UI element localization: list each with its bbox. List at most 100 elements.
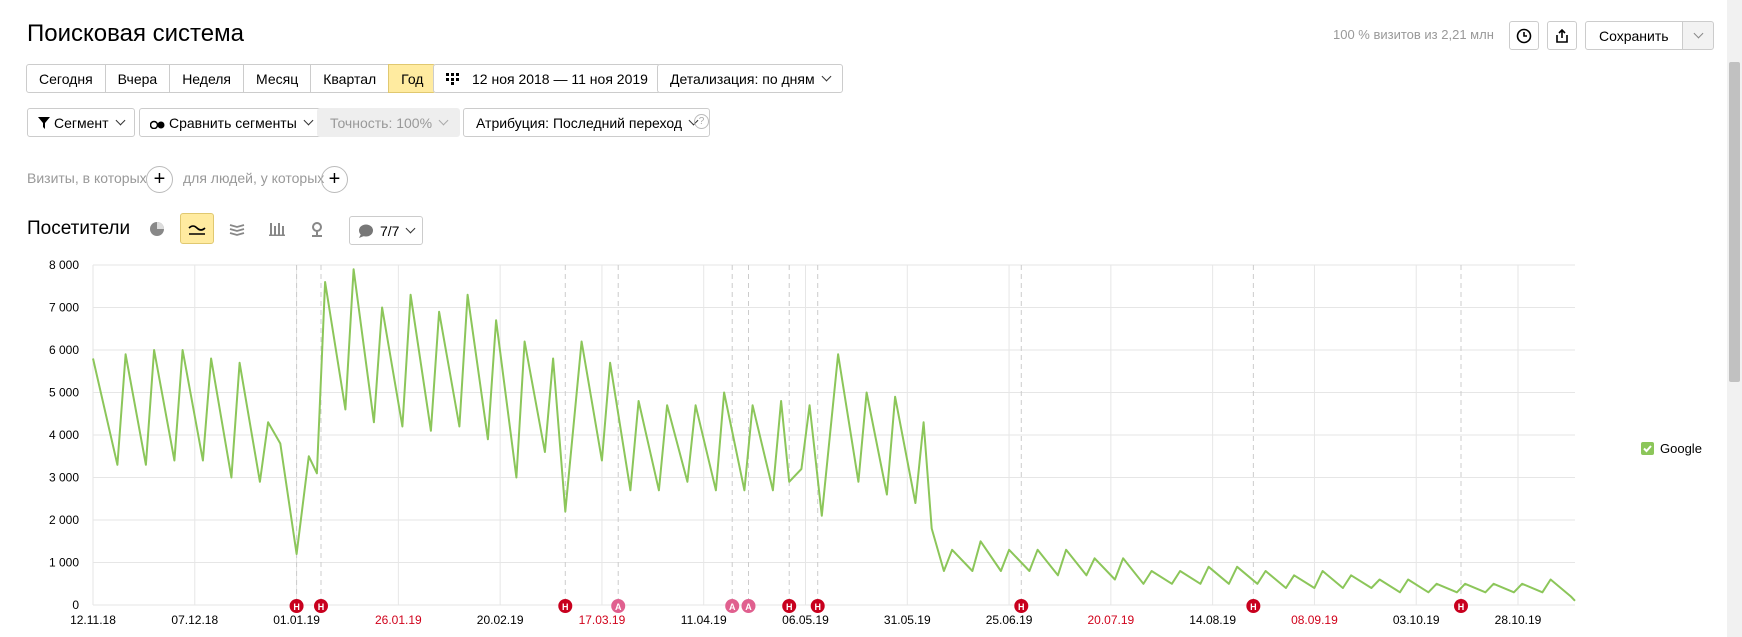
annotation-marker — [1454, 599, 1468, 613]
annotation-marker — [558, 599, 573, 613]
annotation-marker — [1014, 599, 1029, 613]
y-tick-label: 4 000 — [49, 428, 79, 442]
period-button[interactable]: Вчера — [104, 64, 171, 93]
legend: Google — [1641, 441, 1702, 456]
calendar-icon — [446, 72, 459, 85]
comment-icon — [359, 224, 373, 238]
date-range[interactable]: 12 ноя 2018 — 11 ноя 2019 — [433, 64, 661, 93]
add-people-condition[interactable]: + — [321, 166, 348, 193]
legend-label: Google — [1660, 441, 1702, 456]
add-visit-condition[interactable]: + — [146, 166, 173, 193]
attribution-button[interactable]: Атрибуция: Последний переход — [463, 108, 711, 137]
annotation-label: Н — [293, 602, 300, 612]
area-type[interactable] — [220, 213, 254, 244]
period-button[interactable]: Квартал — [310, 64, 390, 93]
period-button[interactable]: Сегодня — [26, 64, 106, 93]
bar-icon — [269, 222, 285, 236]
bar-type[interactable] — [260, 213, 294, 244]
series-line — [92, 268, 1576, 602]
annotation-label: А — [745, 602, 752, 612]
x-tick-label: 08.09.19 — [1291, 613, 1338, 627]
compare-icon — [150, 120, 165, 129]
x-tick-label: 01.01.19 — [273, 613, 320, 627]
x-tick-label: 12.11.18 — [70, 613, 116, 627]
x-tick-label: 03.10.19 — [1393, 613, 1440, 627]
y-tick-label: 0 — [72, 598, 79, 612]
compare-text: Сравнить сегменты — [169, 114, 297, 131]
x-tick-label: 25.06.19 — [986, 613, 1033, 627]
annotation-label: А — [729, 602, 736, 612]
x-tick-label: 20.02.19 — [477, 613, 524, 627]
notes-button[interactable]: 7/7 — [349, 216, 424, 245]
help-icon[interactable]: ? — [694, 114, 709, 129]
annotation-label: Н — [1018, 602, 1025, 612]
x-tick-label: 11.04.19 — [681, 613, 727, 627]
area-icon — [229, 223, 245, 236]
annotation-label: Н — [1458, 602, 1465, 612]
y-tick-label: 1 000 — [49, 556, 79, 570]
history-button[interactable] — [1509, 21, 1539, 50]
segment-button[interactable]: Сегмент — [27, 108, 135, 137]
filter-icon — [38, 116, 50, 129]
date-range-text: 12 ноя 2018 — 11 ноя 2019 — [472, 70, 648, 87]
save-menu[interactable] — [1681, 21, 1714, 50]
clock-icon — [1516, 28, 1532, 43]
y-tick-label: 3 000 — [49, 471, 79, 485]
x-tick-label: 26.01.19 — [375, 613, 422, 627]
y-tick-label: 8 000 — [49, 258, 79, 272]
x-tick-label: 06.05.19 — [782, 613, 829, 627]
annotation-label: Н — [814, 602, 821, 612]
period-buttons: Сегодня Вчера Неделя Месяц Квартал Год — [26, 64, 437, 93]
annotation-marker — [725, 599, 740, 613]
y-tick-label: 6 000 — [49, 343, 79, 357]
period-button[interactable]: Неделя — [169, 64, 245, 93]
check-icon — [1643, 445, 1652, 453]
annotation-marker — [1246, 599, 1261, 613]
map-type[interactable] — [300, 213, 334, 244]
compare-button[interactable]: Сравнить сегменты — [139, 108, 323, 137]
scrollbar[interactable] — [1727, 0, 1742, 637]
y-tick-label: 7 000 — [49, 301, 79, 315]
attribution-text: Атрибуция: Последний переход — [476, 114, 683, 131]
pie-icon — [150, 221, 164, 236]
annotation-marker — [741, 599, 756, 613]
chart-type-switch — [140, 213, 334, 244]
line-type[interactable] — [180, 213, 214, 244]
period-button[interactable]: Год — [388, 64, 437, 93]
notes-text: 7/7 — [380, 222, 400, 239]
x-tick-label: 17.03.19 — [579, 613, 626, 627]
export-button[interactable] — [1547, 21, 1577, 50]
y-tick-label: 5 000 — [49, 386, 79, 400]
annotation-label: Н — [786, 602, 793, 612]
annotation-marker — [611, 599, 626, 613]
annotation-marker — [782, 599, 797, 613]
annotation-marker — [810, 599, 825, 613]
pie-type[interactable] — [140, 213, 174, 244]
visits-condition: Визиты, в которых — [27, 170, 147, 186]
annotation-label: Н — [562, 602, 569, 612]
visits-info: 100 % визитов из 2,21 млн — [1333, 27, 1494, 42]
x-tick-label: 07.12.18 — [171, 613, 218, 627]
x-tick-label: 14.08.19 — [1189, 613, 1236, 627]
detail-select[interactable]: Детализация: по дням — [657, 64, 843, 93]
scrollbar-thumb[interactable] — [1729, 62, 1740, 382]
export-icon — [1556, 28, 1568, 43]
detail-text: Детализация: по дням — [670, 70, 815, 87]
x-tick-label: 20.07.19 — [1087, 613, 1134, 627]
annotation-label: Н — [318, 602, 325, 612]
x-tick-label: 31.05.19 — [884, 613, 931, 627]
accuracy-text: Точность: 100% — [330, 114, 433, 131]
metric-title: Посетители — [27, 218, 131, 239]
line-icon — [188, 224, 206, 235]
save-button[interactable]: Сохранить — [1585, 21, 1683, 50]
page-title: Поисковая система — [27, 20, 244, 47]
period-button[interactable]: Месяц — [243, 64, 312, 93]
people-condition: для людей, у которых — [183, 170, 325, 186]
annotation-label: А — [615, 602, 622, 612]
x-tick-label: 28.10.19 — [1495, 613, 1542, 627]
y-tick-label: 2 000 — [49, 513, 79, 527]
legend-checkbox[interactable] — [1641, 442, 1654, 455]
map-icon — [312, 221, 322, 237]
